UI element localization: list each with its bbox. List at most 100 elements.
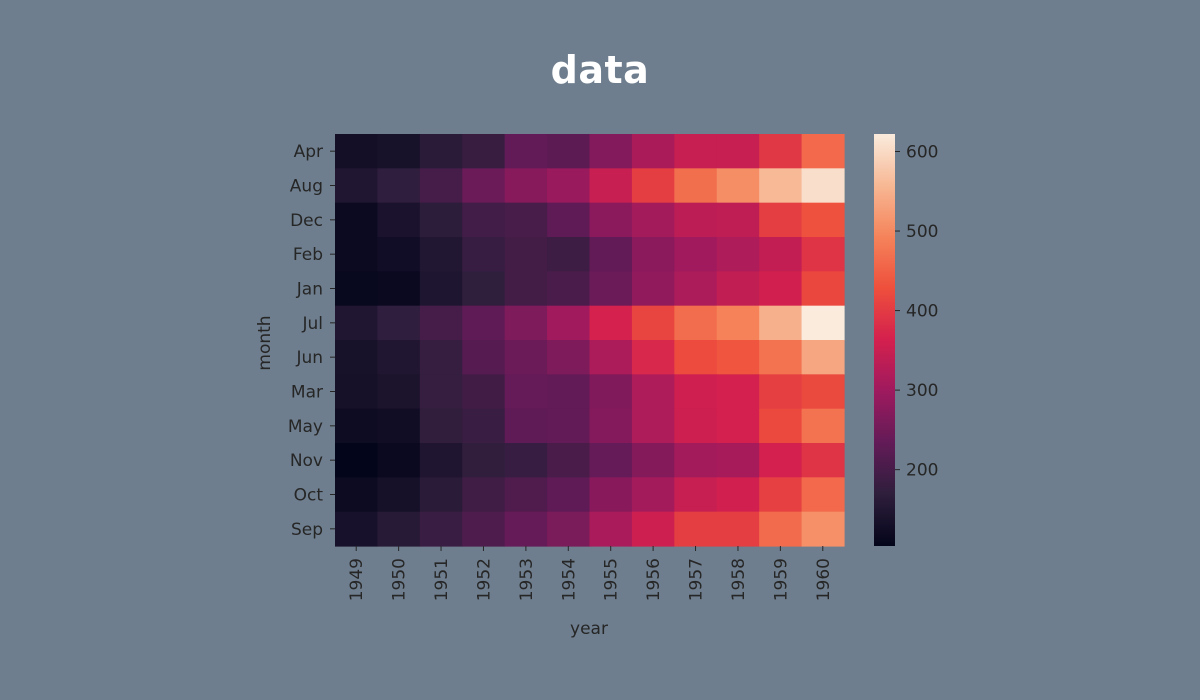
heatmap-cell [419, 477, 463, 513]
y-axis-label: month [255, 315, 275, 370]
heatmap-cell [335, 511, 379, 547]
heatmap-cell [589, 168, 633, 204]
heatmap-cell [759, 443, 803, 478]
heatmap-cell [504, 374, 548, 410]
heatmap-cell [504, 340, 548, 375]
heatmap-cell [759, 511, 803, 547]
heatmap-cell [801, 477, 845, 513]
heatmap-cell [335, 477, 379, 513]
heatmap-cell [716, 340, 760, 375]
heatmap-cell [759, 408, 803, 444]
heatmap-cell [759, 477, 803, 513]
heatmap-cell [377, 237, 421, 272]
heatmap-cell [547, 340, 591, 375]
heatmap-cell [547, 202, 591, 238]
y-tick-label: Jun [295, 348, 323, 368]
heatmap-cell [716, 443, 760, 478]
heatmap-cell [335, 305, 379, 341]
heatmap-cell [547, 237, 591, 272]
heatmap-cell [419, 271, 463, 307]
heatmap-cell [589, 443, 633, 478]
x-tick-label: 1955 [602, 558, 622, 601]
heatmap-cell [759, 340, 803, 375]
heatmap-cell [462, 408, 506, 444]
heatmap-cell [801, 202, 845, 238]
heatmap-cell [589, 271, 633, 307]
heatmap-cell [419, 443, 463, 478]
heatmap-cell [631, 305, 675, 341]
heatmap-cell [631, 443, 675, 478]
heatmap-cell [674, 408, 718, 444]
heatmap-cell [547, 443, 591, 478]
heatmap-cell [801, 374, 845, 410]
heatmap-cell [504, 305, 548, 341]
heatmap-cell [801, 340, 845, 375]
heatmap-cell [801, 134, 845, 169]
y-tick-label: Oct [294, 486, 324, 506]
heatmap-cells [335, 134, 845, 547]
heatmap-cell [335, 271, 379, 307]
heatmap-cell [674, 511, 718, 547]
heatmap-cell [674, 374, 718, 410]
heatmap-cell [631, 374, 675, 410]
heatmap-cell [377, 443, 421, 478]
colorbar-tick-label: 600 [906, 142, 938, 162]
heatmap-cell [504, 237, 548, 272]
y-tick-labels: Apr Aug Dec Feb Jan Jul Jun Mar May Nov Oct Sep [288, 142, 335, 540]
heatmap-cell [419, 374, 463, 410]
heatmap-cell [419, 408, 463, 444]
heatmap-cell [504, 443, 548, 478]
heatmap-cell [589, 305, 633, 341]
heatmap-cell [589, 511, 633, 547]
y-tick-label: Jul [301, 314, 323, 334]
heatmap-cell [377, 271, 421, 307]
y-tick-label: Aug [290, 177, 323, 197]
heatmap-cell [462, 305, 506, 341]
x-tick-label: 1960 [814, 558, 834, 601]
heatmap-cell [674, 340, 718, 375]
heatmap-cell [377, 168, 421, 204]
heatmap-cell [504, 408, 548, 444]
heatmap-cell [335, 374, 379, 410]
heatmap-cell [716, 271, 760, 307]
colorbar-tick-label: 200 [906, 461, 938, 481]
heatmap-cell [759, 237, 803, 272]
heatmap-cell [716, 511, 760, 547]
heatmap-cell [759, 134, 803, 169]
heatmap-cell [547, 271, 591, 307]
heatmap-cell [589, 134, 633, 169]
colorbar-tick-label: 400 [906, 302, 938, 322]
x-tick-labels: 1949 1950 1951 1952 1953 1954 1955 1956 1957 1958… [347, 546, 834, 601]
y-tick-label: Sep [291, 520, 323, 540]
heatmap-cell [674, 477, 718, 513]
heatmap-cell [462, 168, 506, 204]
heatmap-cell [801, 168, 845, 204]
colorbar-tick-label: 300 [906, 381, 938, 401]
heatmap-cell [377, 305, 421, 341]
x-tick-label: 1950 [390, 558, 410, 601]
heatmap-cell [716, 408, 760, 444]
heatmap-cell [801, 443, 845, 478]
x-tick-label: 1957 [687, 558, 707, 601]
heatmap-cell [419, 202, 463, 238]
heatmap-cell [674, 271, 718, 307]
heatmap-cell [759, 374, 803, 410]
heatmap-cell [504, 477, 548, 513]
x-tick-label: 1958 [729, 558, 749, 601]
heatmap-cell [419, 340, 463, 375]
heatmap-cell [631, 340, 675, 375]
heatmap-cell [335, 340, 379, 375]
x-tick-label: 1956 [644, 558, 664, 601]
y-tick-label: Jan [296, 280, 323, 300]
colorbar [874, 134, 895, 546]
heatmap-cell [589, 477, 633, 513]
heatmap-cell [462, 271, 506, 307]
heatmap-cell [716, 202, 760, 238]
colorbar-ticks: 200 300 400 500 600 [895, 142, 938, 481]
x-tick-label: 1951 [432, 558, 452, 601]
heatmap-cell [631, 202, 675, 238]
heatmap-cell [716, 134, 760, 169]
heatmap-cell [504, 511, 548, 547]
y-tick-label: Nov [290, 451, 323, 471]
